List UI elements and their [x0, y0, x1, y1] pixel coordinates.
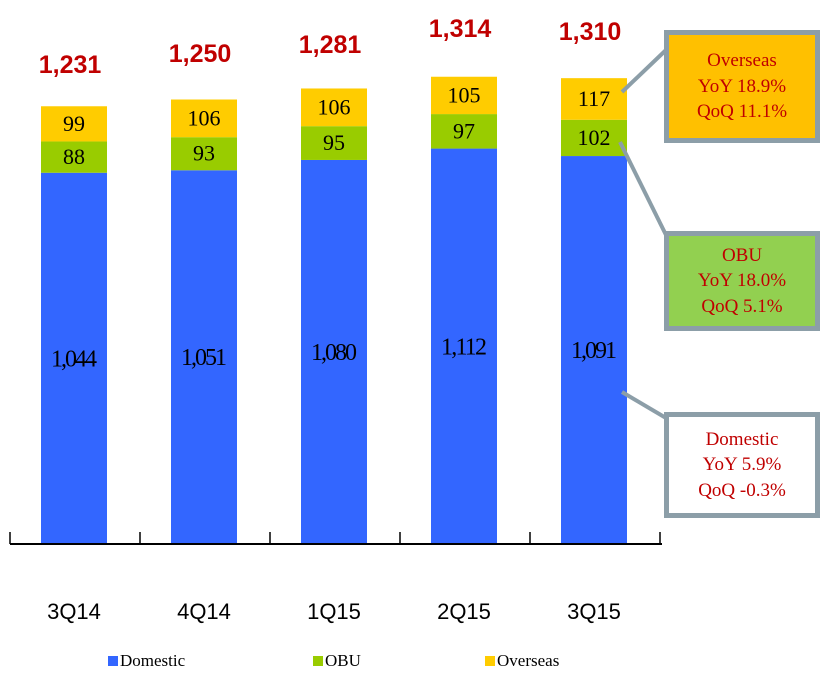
value-label-obu-2q15: 97: [453, 118, 475, 143]
legend: Domestic OBU Overseas: [108, 651, 559, 670]
value-label-obu-4q14: 93: [193, 141, 215, 166]
segment-labels-layer: 1,044 88 99 1,051 93 106 1,080 95 106 1,112 97 105 1…: [51, 82, 617, 372]
obu-callout-qoq: QoQ 5.1%: [701, 295, 783, 317]
obu-callout-title: OBU: [721, 244, 763, 266]
totals-layer: 1,231 1,250 1,281 1,314 1,310: [39, 15, 622, 79]
value-label-domestic-3q14: 1,044: [51, 346, 97, 372]
bar-overseas-3q14: [41, 106, 107, 142]
x-tick-2q15: 2Q15: [437, 599, 491, 624]
bar-domestic-3q14: [41, 172, 107, 544]
bar-overseas-4q14: [171, 99, 237, 138]
bar-overseas-2q15: [431, 76, 497, 115]
bar-overseas-3q15: [561, 78, 627, 120]
legend-label-domestic: Domestic: [120, 651, 186, 670]
x-tick-4q14: 4Q14: [177, 599, 231, 624]
obu-growth-callout: OBU YoY 18.0% QoQ 5.1%: [664, 231, 820, 331]
value-label-domestic-3q15: 1,091: [571, 338, 617, 364]
overseas-callout-qoq: QoQ 11.1%: [696, 101, 788, 123]
bar-domestic-2q15: [431, 148, 497, 544]
bars-layer: [41, 76, 627, 544]
value-label-overseas-1q15: 106: [318, 94, 351, 119]
connector-domestic: [620, 390, 668, 420]
total-label-1q15: 1,281: [299, 31, 362, 59]
value-label-obu-3q14: 88: [63, 144, 85, 169]
value-label-domestic-1q15: 1,080: [311, 340, 357, 366]
domestic-growth-callout: Domestic YoY 5.9% QoQ -0.3%: [664, 412, 820, 518]
value-label-overseas-3q14: 99: [63, 111, 85, 136]
total-label-2q15: 1,314: [429, 15, 492, 43]
total-label-3q15: 1,310: [559, 18, 622, 46]
legend-swatch-obu: [313, 656, 323, 666]
total-label-4q14: 1,250: [169, 40, 232, 68]
x-tick-1q15: 1Q15: [307, 599, 361, 624]
bar-obu-2q15: [431, 114, 497, 149]
bar-obu-4q14: [171, 137, 237, 171]
value-label-overseas-2q15: 105: [448, 82, 481, 107]
bar-domestic-1q15: [301, 159, 367, 544]
callout-connectors: [618, 48, 668, 420]
bar-overseas-1q15: [301, 88, 367, 127]
overseas-callout-title: Overseas: [707, 50, 777, 72]
value-label-obu-3q15: 102: [578, 125, 611, 150]
domestic-callout-qoq: QoQ -0.3%: [698, 479, 786, 501]
legend-swatch-overseas: [485, 656, 495, 666]
domestic-callout-title: Domestic: [705, 428, 779, 450]
value-label-domestic-4q14: 1,051: [181, 345, 227, 371]
legend-swatch-domestic: [108, 656, 118, 666]
connector-obu: [618, 141, 668, 236]
x-tick-3q15: 3Q15: [567, 599, 621, 624]
overseas-callout-yoy: YoY 18.9%: [697, 75, 787, 97]
domestic-callout-yoy: YoY 5.9%: [702, 454, 782, 476]
bar-obu-3q15: [561, 119, 627, 157]
value-label-obu-1q15: 95: [323, 130, 345, 155]
legend-label-overseas: Overseas: [497, 651, 559, 670]
connector-overseas: [620, 48, 668, 94]
total-label-3q14: 1,231: [39, 51, 102, 79]
value-label-overseas-3q15: 117: [578, 86, 610, 111]
x-axis: 3Q14 4Q14 1Q15 2Q15 3Q15: [9, 532, 662, 624]
value-label-domestic-2q15: 1,112: [441, 334, 487, 360]
obu-callout-yoy: YoY 18.0%: [697, 270, 787, 292]
bar-domestic-3q15: [561, 156, 627, 544]
bar-domestic-4q14: [171, 170, 237, 544]
bar-obu-1q15: [301, 126, 367, 160]
bar-obu-3q14: [41, 141, 107, 173]
value-label-overseas-4q14: 106: [188, 105, 221, 130]
legend-label-obu: OBU: [325, 651, 361, 670]
overseas-growth-callout: Overseas YoY 18.9% QoQ 11.1%: [664, 30, 820, 143]
x-tick-3q14: 3Q14: [47, 599, 101, 624]
